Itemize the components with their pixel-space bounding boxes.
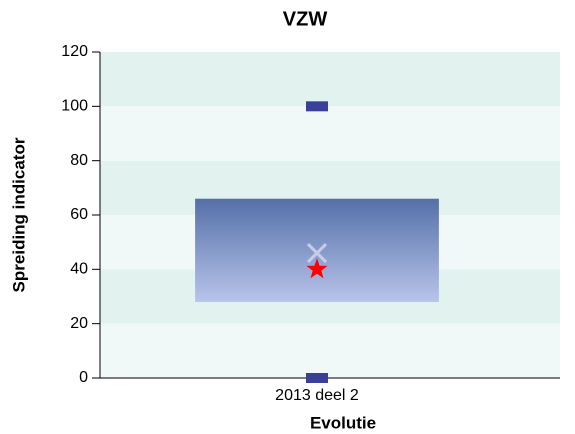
y-tick-label: 120 (61, 43, 88, 60)
chart-title: VZW (283, 8, 328, 30)
plot-band (100, 323, 560, 378)
y-tick-label: 60 (70, 206, 88, 223)
y-tick-label: 0 (79, 369, 88, 386)
y-axis-label: Spreiding indicator (9, 137, 28, 292)
plot-band (100, 106, 560, 161)
plot-band (100, 52, 560, 107)
y-tick-label: 100 (61, 98, 88, 115)
max-marker (306, 101, 328, 112)
y-tick-label: 80 (70, 152, 88, 169)
y-tick-label: 20 (70, 315, 88, 332)
x-tick-label: 2013 deel 2 (275, 387, 359, 404)
mean-marker (306, 242, 328, 264)
median-marker (306, 258, 328, 279)
y-tick-label: 40 (70, 261, 88, 278)
min-marker (306, 373, 328, 383)
box (195, 198, 439, 302)
x-axis-label: Evolutie (310, 413, 376, 432)
